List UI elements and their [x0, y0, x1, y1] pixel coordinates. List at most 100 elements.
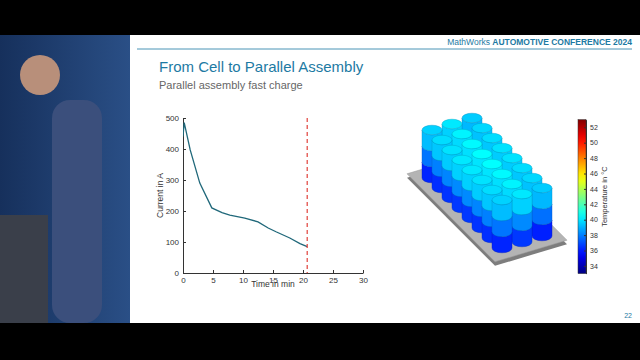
tick-mark — [213, 270, 214, 273]
tick-mark — [584, 204, 586, 205]
tick-label: 52 — [590, 124, 598, 131]
cell — [492, 195, 512, 253]
colorbar — [578, 120, 586, 274]
marker-line — [307, 118, 308, 273]
tick-label: 25 — [329, 276, 338, 285]
tick-mark — [584, 220, 586, 221]
cell-top — [432, 135, 452, 145]
tick-label: 500 — [166, 114, 180, 123]
tick: 34 — [584, 263, 598, 270]
tick: 46 — [584, 170, 598, 177]
cell-top — [492, 195, 512, 205]
colorbar-title: Temperature in °C — [600, 166, 609, 227]
pack-chart: 34363840424446485052Temperature in °C — [407, 113, 609, 274]
y-axis: 0 100 200 300 400 500 — [166, 114, 186, 278]
tick-mark — [333, 270, 334, 273]
tick: 0 — [175, 269, 186, 278]
tick: 100 — [166, 238, 186, 247]
cell-top — [512, 189, 532, 199]
tick-mark — [303, 270, 304, 273]
tick-mark — [363, 270, 364, 273]
tick-label: 200 — [166, 207, 180, 216]
header-brand: MathWorks — [447, 37, 492, 47]
tick-mark — [584, 251, 586, 252]
cell-top — [482, 185, 502, 195]
tick: 50 — [584, 139, 598, 146]
tick: 300 — [166, 176, 186, 185]
tick: 10 — [239, 270, 248, 285]
cell — [492, 169, 512, 227]
tick: 500 — [166, 114, 186, 123]
tick-label: 50 — [590, 139, 598, 146]
tick-label: 42 — [590, 201, 598, 208]
cell-top — [452, 155, 472, 165]
background — [0, 0, 640, 360]
tick-label: 48 — [590, 155, 598, 162]
cell-top — [482, 159, 502, 169]
tick: 52 — [584, 124, 598, 131]
cell-top — [472, 175, 492, 185]
tick-label: 38 — [590, 232, 598, 239]
tick: 25 — [329, 270, 338, 285]
tick: 44 — [584, 186, 598, 193]
tick-label: 10 — [239, 276, 248, 285]
tick-label: 100 — [166, 238, 180, 247]
podium — [0, 215, 48, 323]
plot-area — [183, 118, 307, 273]
tick-label: 400 — [166, 145, 180, 154]
colorbar-axis: 34363840424446485052 — [584, 120, 598, 274]
tick: 48 — [584, 155, 598, 162]
header: MathWorks AUTOMOTIVE CONFERENCE 2024 — [447, 37, 632, 47]
plate — [407, 152, 567, 262]
tick-label: 20 — [299, 276, 308, 285]
title: From Cell to Parallel Assembly — [159, 58, 364, 75]
tick-mark — [183, 180, 186, 181]
cell — [532, 183, 552, 241]
y-axis-title: Current in A — [155, 173, 165, 218]
cell-top — [452, 129, 472, 139]
tick: 30 — [359, 270, 368, 285]
cell-top — [512, 163, 532, 173]
tick-mark — [183, 242, 186, 243]
tick-mark — [183, 273, 186, 274]
header-rule — [137, 49, 632, 50]
cell-top — [502, 153, 522, 163]
tick-label: 46 — [590, 170, 598, 177]
cell-top — [462, 113, 482, 123]
speaker-head — [20, 55, 60, 95]
tick: 200 — [166, 207, 186, 216]
slide — [130, 35, 640, 323]
tick: 400 — [166, 145, 186, 154]
tick-mark — [243, 270, 244, 273]
tick-label: 36 — [590, 247, 598, 254]
cell-top — [422, 125, 442, 135]
cell-top — [482, 133, 502, 143]
cell-top — [492, 143, 512, 153]
subtitle: Parallel assembly fast charge — [159, 79, 303, 91]
tick-mark — [584, 266, 586, 267]
tick: 38 — [584, 232, 598, 239]
tick-mark — [584, 158, 586, 159]
cell-top — [442, 119, 462, 129]
header-event: AUTOMOTIVE CONFERENCE 2024 — [492, 37, 632, 47]
colorbar-axis-line — [586, 120, 587, 274]
tick-mark — [584, 189, 586, 190]
tick-mark — [584, 235, 586, 236]
tick-mark — [584, 143, 586, 144]
tick-label: 300 — [166, 176, 180, 185]
speaker — [52, 100, 102, 323]
tick-mark — [183, 211, 186, 212]
cell — [512, 163, 532, 221]
cell-top — [532, 183, 552, 193]
cell-top — [462, 165, 482, 175]
stage — [0, 35, 130, 323]
cell-top — [472, 123, 492, 133]
cell-top — [442, 145, 462, 155]
tick-mark — [584, 174, 586, 175]
tick-label: 30 — [359, 276, 368, 285]
y-axis-line — [183, 119, 184, 274]
cell-top — [462, 139, 482, 149]
tick: 36 — [584, 247, 598, 254]
tick: 5 — [211, 270, 216, 285]
tick-label: 0 — [181, 276, 186, 285]
